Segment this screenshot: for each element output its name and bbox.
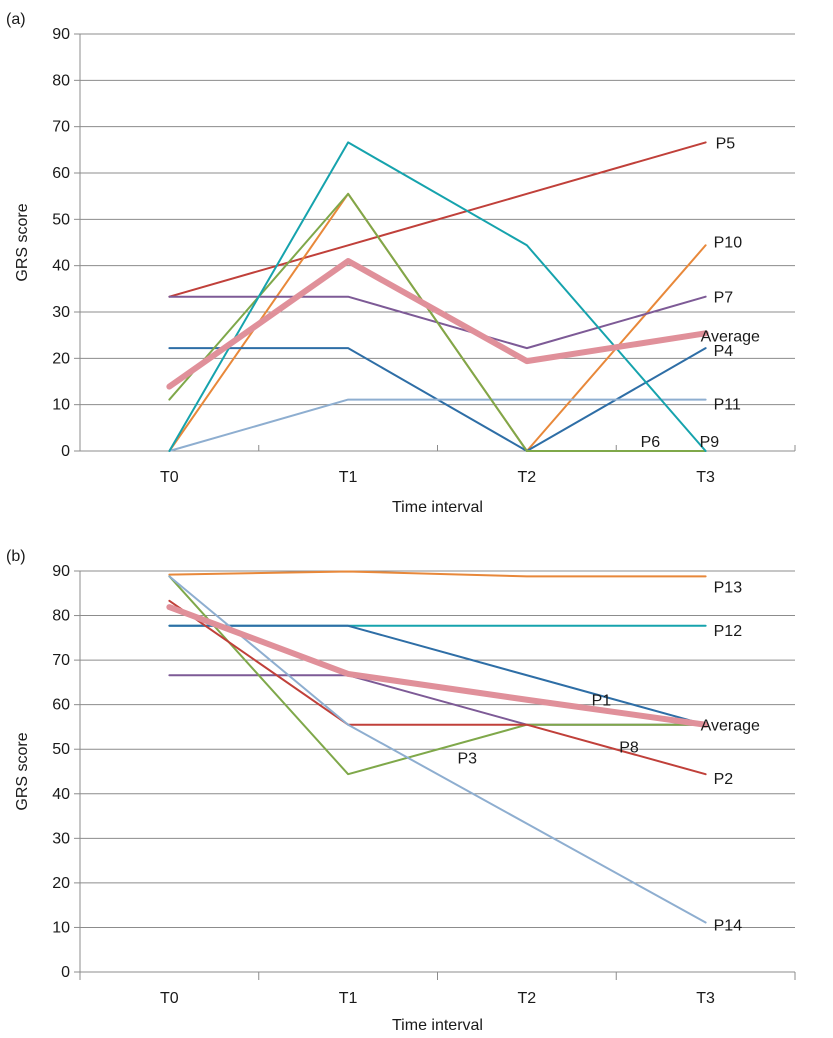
y-tick-label: 90 (52, 26, 70, 43)
series-label-p2: P2 (714, 771, 734, 788)
x-axis-title: Time interval (392, 1017, 483, 1034)
y-tick-label: 60 (52, 697, 70, 714)
series-line-p11 (168, 398, 707, 452)
series-label-p9: P9 (700, 434, 720, 451)
y-tick-label: 40 (52, 258, 70, 275)
y-tick-label: 60 (52, 165, 70, 182)
y-tick-label: 20 (52, 875, 70, 892)
x-tick-label: T2 (518, 469, 537, 486)
series-label-p1: P1 (592, 693, 612, 710)
panel-label: (a) (6, 11, 26, 28)
series-line-p3 (168, 575, 707, 776)
x-axis-title: Time interval (392, 499, 483, 516)
chart-panel-b: (b) 0 10 20 30 40 50 60 70 80 90 T0 T1 T2 T3 Time inter… (6, 548, 796, 1034)
series-label-p11: P11 (714, 397, 741, 414)
series-label-p3: P3 (458, 750, 478, 767)
series-line-p14 (168, 575, 707, 924)
series-line-p13 (168, 570, 707, 578)
series-line-p2 (168, 599, 707, 776)
y-tick-label: 30 (52, 304, 70, 321)
y-tick-label: 70 (52, 652, 70, 669)
series-label-p14: P14 (714, 918, 743, 935)
series-line-p1 (168, 624, 707, 726)
series-line-average (166, 258, 709, 390)
series-label-p6: P6 (641, 434, 661, 451)
y-tick-label: 40 (52, 786, 70, 803)
series-label-average: Average (701, 718, 760, 735)
series-label-average: Average (701, 328, 760, 345)
y-tick-label: 20 (52, 350, 70, 367)
series-label-p5: P5 (716, 135, 736, 152)
y-tick-label: 70 (52, 119, 70, 136)
y-tick-label: 10 (52, 397, 70, 414)
x-tick-label: T0 (160, 469, 179, 486)
chart-panel-a: (a) 0 10 20 30 40 50 60 70 80 90 T0 T1 T2 T3 Time inter… (6, 11, 796, 516)
y-tick-label: 50 (52, 741, 70, 758)
y-tick-label: 0 (61, 964, 70, 981)
y-tick-label: 30 (52, 830, 70, 847)
panel-label: (b) (6, 548, 26, 565)
y-axis-title: GRS score (14, 203, 31, 281)
y-tick-label: 80 (52, 608, 70, 625)
x-tick-label: T0 (160, 990, 179, 1007)
y-tick-label: 50 (52, 211, 70, 228)
x-tick-label: T3 (696, 469, 715, 486)
series-label-p13: P13 (714, 579, 743, 596)
x-tick-label: T2 (518, 990, 537, 1007)
y-tick-label: 80 (52, 72, 70, 89)
x-tick-label: T3 (696, 990, 715, 1007)
y-tick-label: 90 (52, 563, 70, 580)
series-line-p5 (168, 141, 707, 298)
y-tick-label: 0 (61, 443, 70, 460)
x-tick-label: T1 (339, 469, 358, 486)
series-line-average (166, 604, 709, 728)
series-line-p6 (168, 192, 707, 452)
series-label-p7: P7 (714, 290, 734, 307)
series-label-p4: P4 (714, 343, 734, 360)
series-line-p8 (168, 674, 707, 726)
y-axis-title: GRS score (14, 732, 31, 810)
x-tick-label: T1 (339, 990, 358, 1007)
series-label-p10: P10 (714, 234, 743, 251)
y-tick-label: 10 (52, 919, 70, 936)
series-label-p12: P12 (714, 623, 743, 640)
series-label-p8: P8 (619, 740, 639, 757)
